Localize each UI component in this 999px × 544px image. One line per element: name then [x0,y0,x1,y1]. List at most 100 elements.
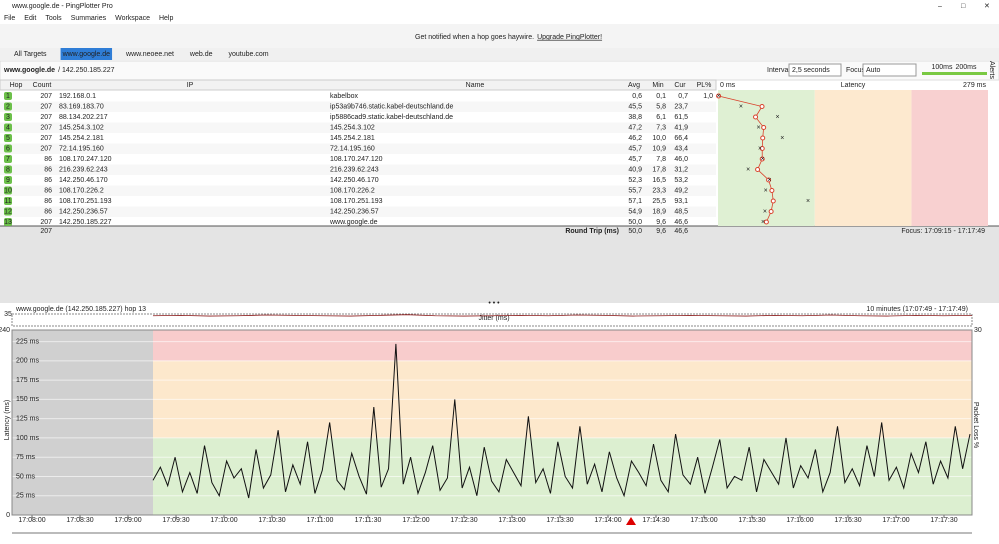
tab[interactable]: web.de [189,51,213,58]
cell: 9 [6,177,10,184]
cell: 142.250.46.170 [59,177,108,184]
empty-area [0,226,999,303]
cell: 45,7 [628,145,642,152]
avg-dot [759,104,765,109]
cell: 50,0 [628,219,642,226]
cell: 86 [44,166,52,173]
cell: 10,9 [652,145,666,152]
zone-orange [814,90,912,226]
tab[interactable]: youtube.com [229,51,269,58]
cell: 108.170.226.2 [59,187,104,194]
inner-tick-label: 150 ms [16,396,39,403]
x-tick-label: 17:15:30 [738,517,765,524]
alerts[interactable]: Alerts [988,61,995,79]
avg-dot [760,135,766,141]
menu-item[interactable]: File [4,15,15,22]
hop-icon [4,92,12,100]
avg-dot [770,198,776,204]
cell: 207 [40,135,52,142]
cell: 8 [6,166,10,173]
cell: 16,5 [652,177,666,184]
cell: 83.169.183.70 [59,103,104,110]
x-tick-label: 17:12:00 [402,517,429,524]
column-header[interactable]: Name [466,82,485,89]
cell: 53,2 [674,177,688,184]
cell: 7,3 [656,124,666,131]
window-controls: – □ ✕ [938,3,990,10]
menu-item[interactable]: Summaries [71,15,107,22]
y-tick-label: 0 [6,512,10,519]
y2-axis-label: Packet Loss % [972,402,979,448]
hop-icon [4,102,12,111]
hop-icon [4,155,12,163]
timeline-marker[interactable] [626,517,636,525]
cell: 3 [6,114,10,121]
avg-dot [753,114,759,120]
threshold-label: 200ms [955,64,977,71]
avg-dot [769,188,775,193]
tab[interactable]: www.neoee.net [125,51,174,58]
avg-dot [716,93,722,99]
cell: 46,6 [674,219,688,226]
maximize[interactable]: □ [961,3,966,10]
column-header[interactable]: PL% [697,82,712,89]
x-tick-label: 17:09:00 [114,517,141,524]
tab[interactable]: www.google.de [62,51,111,58]
cell: 145.254.2.181 [330,135,375,142]
inner-tick-label: 125 ms [16,415,39,422]
cell: 0,1 [656,93,666,100]
menu-item[interactable]: Help [159,15,174,22]
row-bg [0,185,716,196]
y2-tick-label: 30 [974,327,982,334]
cell: 23,3 [652,187,666,194]
cell: 7,8 [656,156,666,163]
cell: 192.168.0.1 [59,93,96,100]
cell: 55,7 [628,187,642,194]
menu-item[interactable]: Workspace [115,15,150,22]
minimize[interactable]: – [938,3,942,10]
cell: 108.170.247.120 [330,156,383,163]
tab[interactable]: All Targets [14,51,47,58]
column-header[interactable]: Cur [674,82,686,89]
column-header[interactable]: Avg [628,82,640,89]
column-header[interactable]: IP [187,82,194,89]
cell: 9,6 [656,219,666,226]
inner-tick-label: 225 ms [16,338,39,345]
active-tab [60,48,113,60]
zone-red [153,330,972,361]
x-tick-label: 17:16:00 [786,517,813,524]
cell: 46,2 [628,135,642,142]
focus-select[interactable] [862,63,917,77]
x-tick-label: 17:13:00 [498,517,525,524]
menu-item[interactable]: Tools [45,15,62,22]
cell: 108.170.247.120 [59,156,112,163]
cell: 1,0 [703,93,713,100]
latency-title: Latency [841,82,866,89]
cell: 1 [6,93,10,100]
menu-item[interactable]: Edit [24,15,36,22]
avg-dot [755,167,761,172]
cell: 49,2 [674,187,688,194]
target-ip: / 142.250.185.227 [58,67,115,74]
threshold-label: 100ms [931,64,953,71]
cell: 23,7 [674,103,688,110]
hop-icon [4,218,12,226]
summary-focus: Focus: 17:09:15 - 17:17:49 [901,228,985,235]
jitter-label: Jitter (ms) [478,315,509,322]
cell: 10,0 [652,135,666,142]
summary-label: Round Trip (ms) [565,228,619,235]
column-header[interactable]: Hop [10,82,23,89]
cell: 207 [40,124,52,131]
cur-marker: × [746,166,750,173]
cell: 93,1 [674,198,688,205]
column-header[interactable]: Count [33,82,52,89]
close[interactable]: ✕ [984,3,990,10]
splitter[interactable]: • • • [488,300,500,307]
banner-link[interactable]: Upgrade PingPlotter! [537,34,602,41]
column-header[interactable]: Min [652,82,663,89]
interval-select[interactable] [788,63,842,77]
cell: 4 [6,124,10,131]
cell: 61,5 [674,114,688,121]
cell: ip53a9b746.static.kabel-deutschland.de [330,103,453,110]
